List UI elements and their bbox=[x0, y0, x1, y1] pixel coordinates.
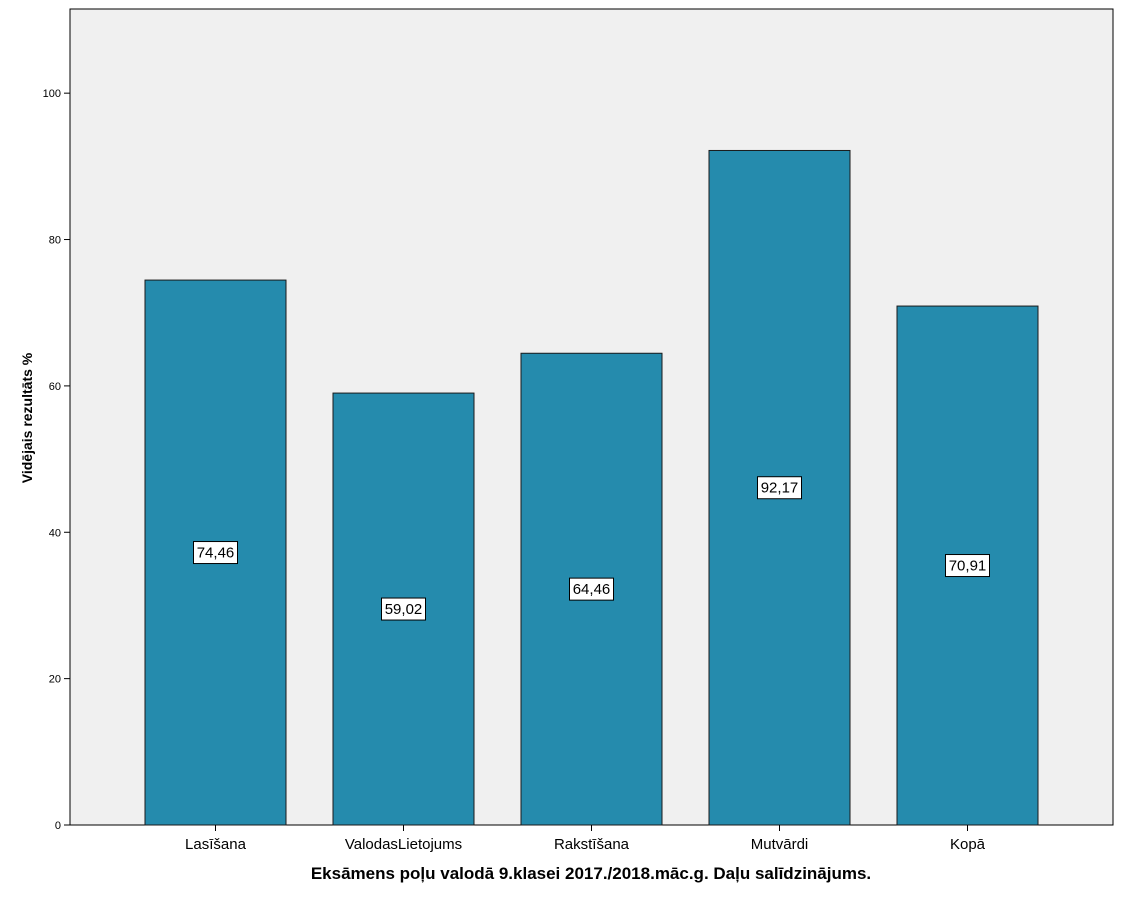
y-tick-label: 20 bbox=[49, 674, 61, 686]
x-tick-label: Lasīšana bbox=[185, 836, 247, 853]
y-axis-title: Vidējais rezultāts % bbox=[19, 352, 35, 483]
x-tick-label: Rakstīšana bbox=[554, 836, 630, 853]
y-tick-label: 80 bbox=[49, 235, 61, 247]
data-label: 70,91 bbox=[949, 558, 987, 575]
x-tick-label: ValodasLietojums bbox=[345, 836, 462, 853]
x-tick-label: Kopā bbox=[950, 836, 986, 853]
data-labels: 74,46 59,02 64,46 92,17 70,91 bbox=[193, 476, 990, 621]
bars bbox=[144, 149, 1039, 826]
y-tick-label: 40 bbox=[49, 527, 61, 539]
y-tick-label: 0 bbox=[55, 820, 61, 832]
data-label: 64,46 bbox=[573, 581, 611, 598]
data-label: 74,46 bbox=[197, 545, 235, 562]
data-label-box bbox=[757, 476, 802, 500]
y-axis: 0 20 40 60 80 100 bbox=[43, 88, 70, 832]
x-tick-label: Mutvārdi bbox=[751, 836, 809, 853]
data-label-box bbox=[569, 577, 614, 601]
y-tick-label: 100 bbox=[43, 88, 61, 100]
x-axis-title: Eksāmens poļu valodā 9.klasei 2017./2018… bbox=[311, 864, 871, 883]
data-label: 59,02 bbox=[385, 601, 423, 618]
data-label-box bbox=[193, 541, 238, 565]
data-label-box bbox=[381, 597, 426, 621]
data-label-box bbox=[945, 554, 990, 578]
y-tick-label: 60 bbox=[49, 381, 61, 393]
x-axis: Lasīšana ValodasLietojums Rakstīšana Mutvār… bbox=[185, 825, 986, 853]
data-label: 92,17 bbox=[761, 480, 799, 497]
